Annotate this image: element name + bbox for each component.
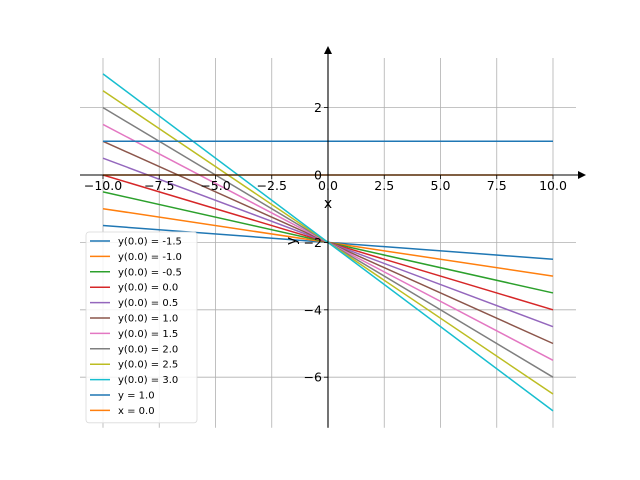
x-tick-label: −5.0 [200, 178, 230, 193]
legend-label: y = 1.0 [118, 391, 155, 402]
x-tick-label: −10.0 [84, 178, 122, 193]
y-tick-label: −6 [304, 370, 322, 385]
legend-box [85, 231, 198, 424]
legend-label: y(0.0) = 2.0 [118, 344, 178, 355]
legend: y(0.0) = -1.5 y(0.0) = -1.0 y(0.0) = -0.5 y… [85, 231, 198, 424]
legend-label: x = 0.0 [118, 406, 155, 417]
x-tick-label: 7.5 [487, 178, 507, 193]
legend-label: y(0.0) = 1.0 [118, 314, 178, 325]
x-tick-label: 2.5 [374, 178, 394, 193]
x-tick-label: −7.5 [144, 178, 174, 193]
y-axis-arrow-icon [324, 46, 332, 54]
y-axis-label: y [284, 237, 300, 245]
ticks: −10.0 −7.5 −5.0 −2.5 0.0 2.5 5.0 7.5 10.0 2 0 −2 −4 −… [84, 100, 567, 385]
legend-label: y(0.0) = 3.0 [118, 375, 178, 386]
x-axis-arrow-icon [578, 171, 586, 179]
legend-label: y(0.0) = 1.5 [118, 329, 178, 340]
legend-label: y(0.0) = -0.5 [118, 267, 182, 278]
y-tick-label: 2 [314, 100, 322, 115]
x-tick-label: 0.0 [318, 178, 338, 193]
x-tick-label: −2.5 [257, 178, 287, 193]
legend-label: y(0.0) = -1.5 [118, 237, 182, 248]
x-axis-label: x [324, 196, 332, 212]
x-tick-label: 5.0 [431, 178, 451, 193]
legend-label: y(0.0) = 0.5 [118, 298, 178, 309]
x-tick-label: 10.0 [539, 178, 567, 193]
y-tick-label: 0 [314, 168, 322, 183]
legend-label: y(0.0) = 0.0 [118, 283, 178, 294]
legend-label: y(0.0) = -1.0 [118, 252, 182, 263]
legend-label: y(0.0) = 2.5 [118, 360, 178, 371]
y-tick-label: −4 [304, 302, 322, 317]
y-tick-label: −2 [304, 235, 322, 250]
